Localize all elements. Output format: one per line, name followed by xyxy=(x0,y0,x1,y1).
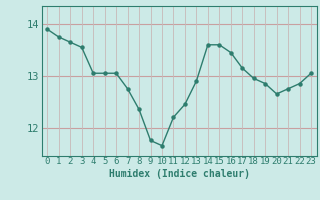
X-axis label: Humidex (Indice chaleur): Humidex (Indice chaleur) xyxy=(109,169,250,179)
